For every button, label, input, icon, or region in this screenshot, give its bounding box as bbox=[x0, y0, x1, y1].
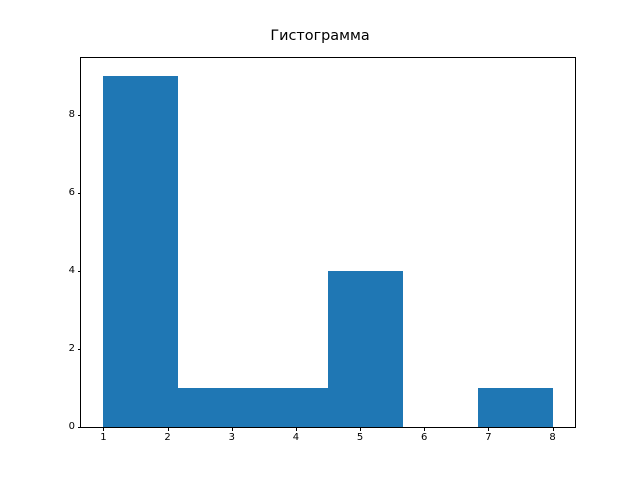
x-axis-tick-mark bbox=[488, 427, 490, 431]
x-axis-tick-label: 2 bbox=[164, 432, 171, 443]
x-axis-tick-mark bbox=[552, 427, 554, 431]
histogram-bar bbox=[103, 75, 179, 427]
page-title: Гистограмма bbox=[270, 28, 370, 44]
y-axis-tick-mark bbox=[77, 427, 81, 428]
y-axis-tick-label: 4 bbox=[68, 264, 75, 276]
histogram-bar bbox=[328, 270, 403, 427]
y-axis-tick-label: 8 bbox=[68, 108, 75, 120]
plot-area bbox=[81, 58, 575, 427]
histogram-bar bbox=[253, 387, 328, 427]
y-axis-tick-label: 0 bbox=[68, 421, 75, 432]
x-axis-tick-label: 5 bbox=[356, 432, 364, 443]
y-axis-tick-mark bbox=[77, 114, 81, 116]
x-axis-tick-mark bbox=[360, 427, 362, 431]
x-axis-tick-mark bbox=[424, 427, 426, 431]
y-axis-tick-mark bbox=[77, 270, 81, 272]
x-axis-tick-mark bbox=[231, 427, 233, 431]
x-axis-tick-label: 1 bbox=[100, 432, 107, 443]
histogram-bar bbox=[477, 387, 553, 427]
x-axis-tick-label: 4 bbox=[292, 432, 300, 443]
plot-axes: 1 2 3 4 5 6 7 8 0 2 4 6 8 bbox=[69, 57, 576, 443]
y-axis-tick-label: 2 bbox=[68, 342, 75, 354]
y-axis-tick-label: 6 bbox=[68, 186, 75, 198]
x-axis-tick-label: 6 bbox=[421, 432, 428, 443]
x-axis-tick-label: 7 bbox=[485, 432, 492, 443]
x-axis-tick-label: 8 bbox=[549, 432, 556, 443]
y-axis-tick-mark bbox=[77, 348, 81, 350]
x-axis-tick-label: 3 bbox=[228, 432, 235, 443]
y-axis-tick-mark bbox=[77, 192, 81, 194]
x-axis-tick-mark bbox=[295, 427, 297, 431]
x-axis-tick-mark bbox=[167, 427, 169, 431]
histogram-bar bbox=[178, 387, 254, 427]
x-axis-tick-mark bbox=[103, 427, 105, 431]
